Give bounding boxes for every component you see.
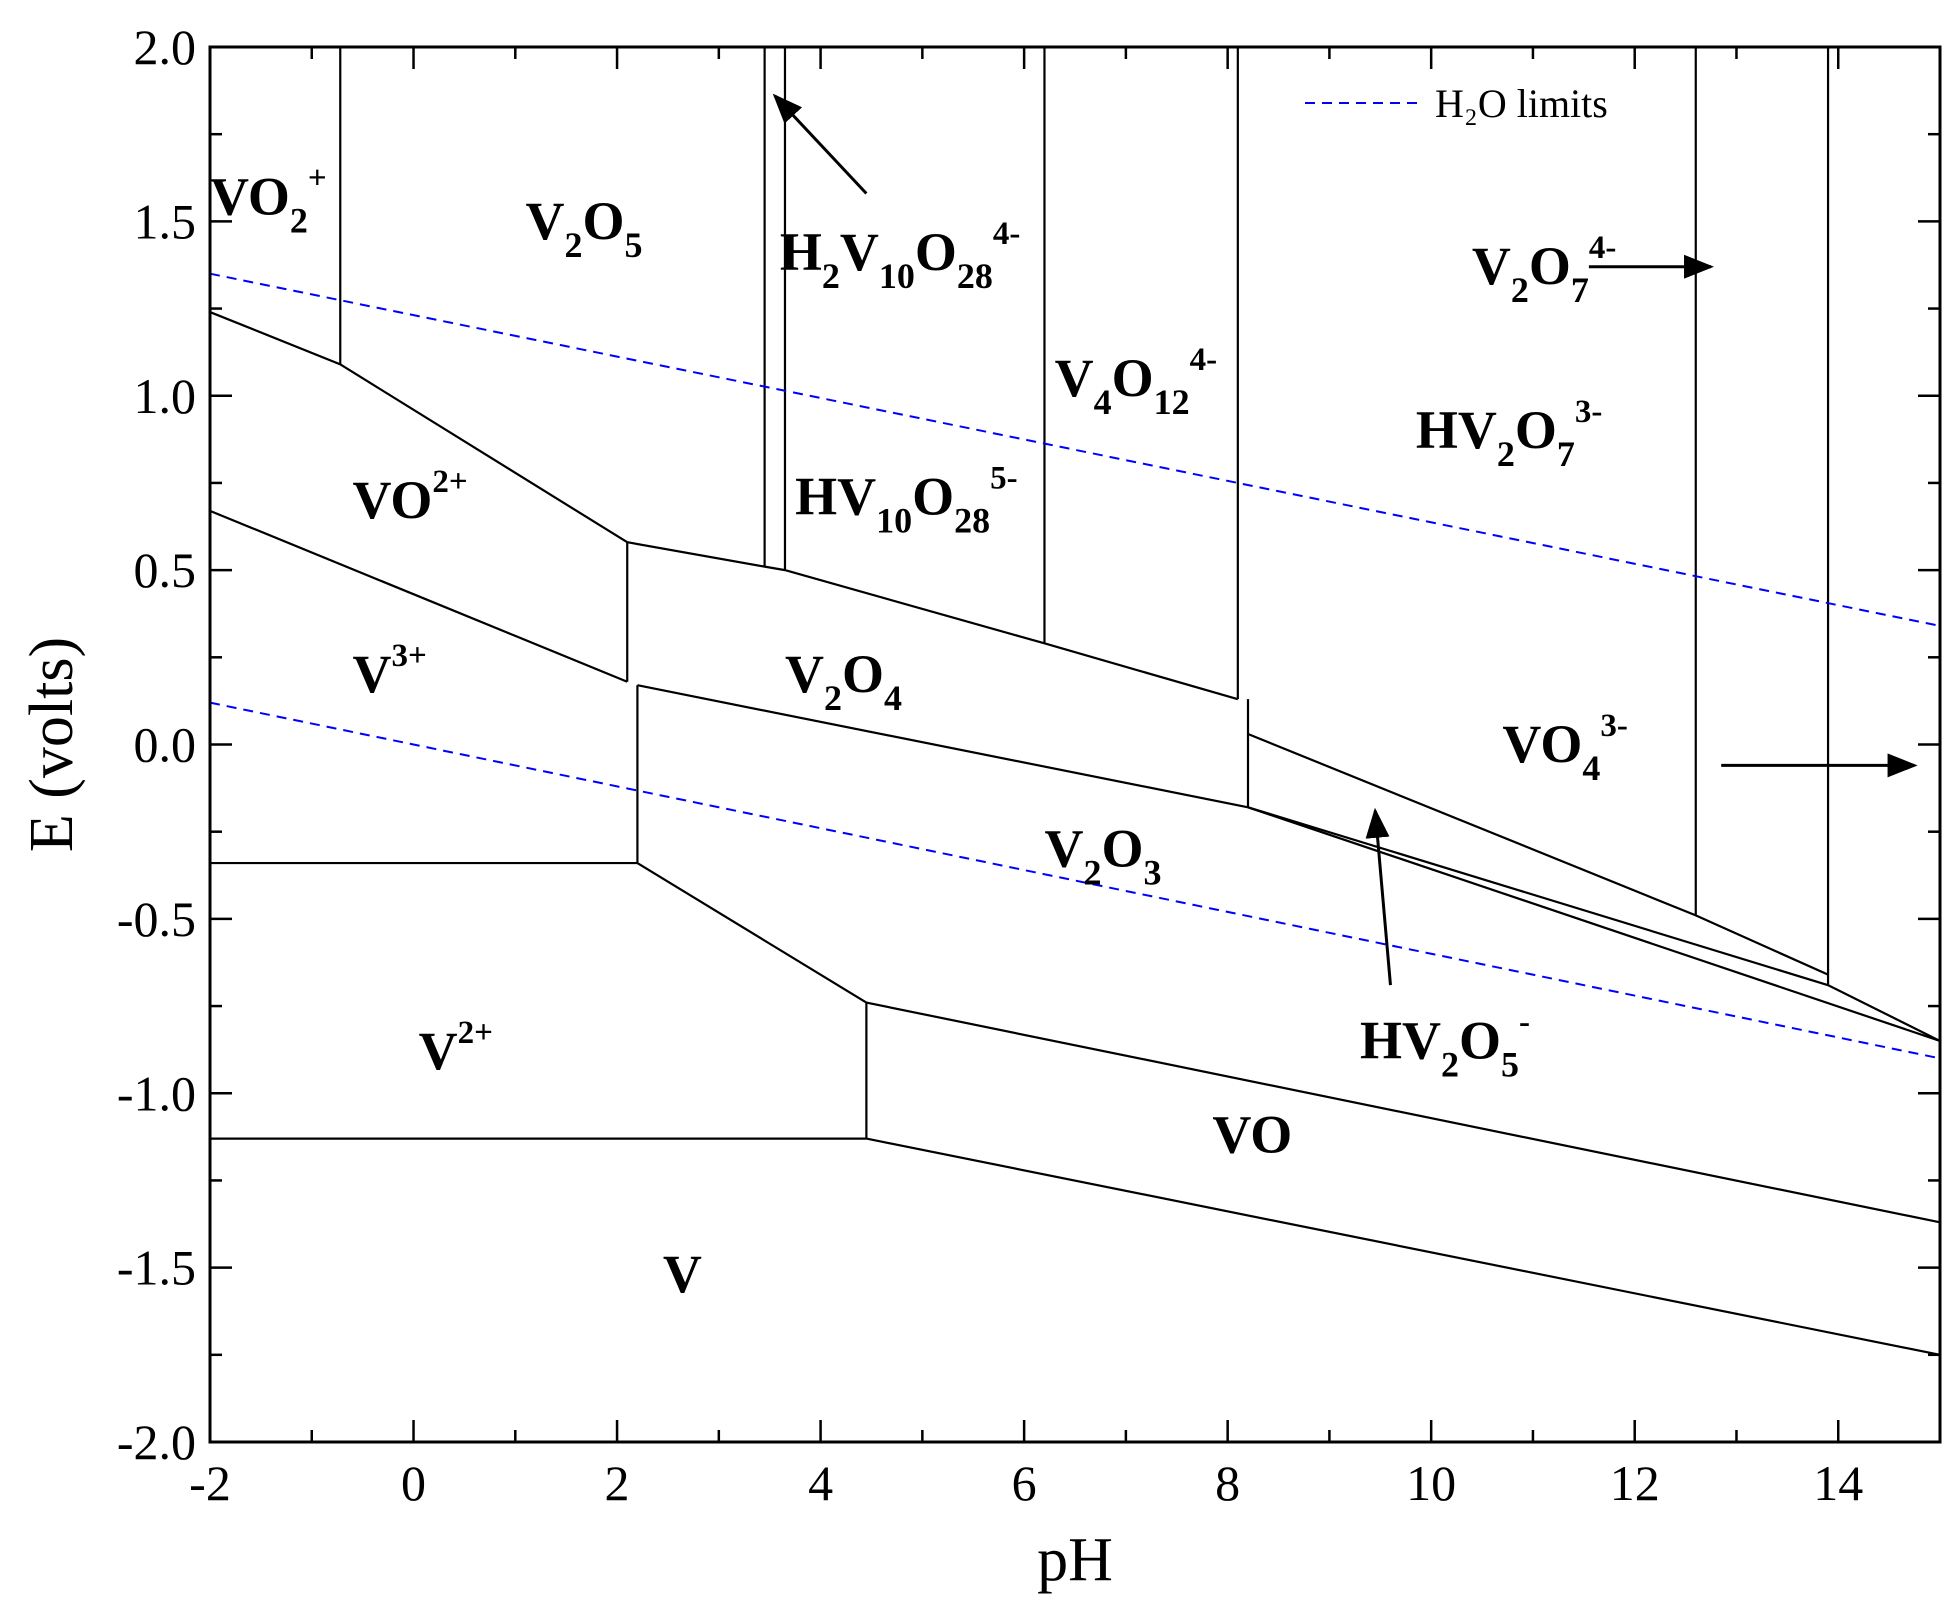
y-tick-label: -1.5 <box>117 1240 196 1296</box>
region-label-13: V2+ <box>419 1015 493 1081</box>
region-label-6: HV2O73- <box>1416 394 1603 474</box>
boundary-line-1 <box>627 541 1239 701</box>
y-tick-label: 2.0 <box>134 19 197 75</box>
water-limit-lines <box>209 272 1941 1060</box>
x-tick-label: 14 <box>1813 1455 1863 1511</box>
annotation-arrow-3 <box>1365 807 1392 986</box>
water-limit-line-0 <box>209 272 1941 627</box>
boundary-lines <box>209 47 1941 1356</box>
x-tick-label: -2 <box>189 1455 231 1511</box>
x-tick-label: 0 <box>401 1455 426 1511</box>
region-labels: VO2+ V2O5 H2V10O284- V4O124- HV10O285- V2O74-… <box>210 160 1628 1304</box>
region-label-3: V4O124- <box>1055 342 1218 422</box>
y-tick-label: 0.5 <box>134 542 197 598</box>
x-tick-label: 10 <box>1406 1455 1456 1511</box>
region-label-7: VO2+ <box>352 464 467 530</box>
tick-labels: -2 0 2 4 6 8 10 12 14 2.0 1.5 1.0 0.5 0.0 -0.5 -1.0 -1.5… <box>117 19 1863 1511</box>
x-tick-label: 4 <box>808 1455 833 1511</box>
water-limit-line-1 <box>209 701 1941 1060</box>
region-label-0: VO2+ <box>210 160 327 240</box>
boundary-line-7 <box>636 862 1941 1224</box>
region-label-11: V2O3 <box>1044 819 1161 893</box>
x-tick-label: 2 <box>605 1455 630 1511</box>
x-tick-label: 12 <box>1610 1455 1660 1511</box>
region-label-9: V2O4 <box>785 644 902 718</box>
region-label-8: V3+ <box>352 638 426 704</box>
annotation-arrow-0 <box>772 93 868 195</box>
boundary-line-2 <box>209 509 628 683</box>
y-tick-label: 0.0 <box>134 717 197 773</box>
region-label-2: H2V10O284- <box>780 216 1021 296</box>
region-label-15: V <box>663 1244 702 1304</box>
region-label-10: VO43- <box>1502 708 1627 788</box>
x-tick-label: 6 <box>1012 1455 1037 1511</box>
x-axis-label: pH <box>1037 1526 1113 1594</box>
region-label-12: HV2O5- <box>1360 1004 1530 1084</box>
boundary-line-9 <box>866 1137 1941 1356</box>
boundary-line-3 <box>637 684 1941 1042</box>
y-tick-label: -2.0 <box>117 1414 196 1470</box>
legend: H₂O limits <box>1305 81 1608 126</box>
axis-ticks <box>208 45 1942 1444</box>
region-label-5: V2O74- <box>1472 230 1617 310</box>
legend-label: H₂O limits <box>1435 81 1608 126</box>
y-tick-label: -0.5 <box>117 891 196 947</box>
y-tick-label: -1.0 <box>117 1065 196 1121</box>
plot-frame <box>208 45 1942 1444</box>
region-label-4: HV10O285- <box>795 460 1018 540</box>
annotation-arrows <box>772 93 1918 986</box>
y-axis-label: E (volts) <box>18 637 86 852</box>
y-tick-label: 1.0 <box>134 368 197 424</box>
x-tick-label: 8 <box>1215 1455 1240 1511</box>
y-tick-label: 1.5 <box>134 193 197 249</box>
region-label-14: VO <box>1212 1105 1292 1165</box>
region-label-1: V2O5 <box>525 191 642 265</box>
